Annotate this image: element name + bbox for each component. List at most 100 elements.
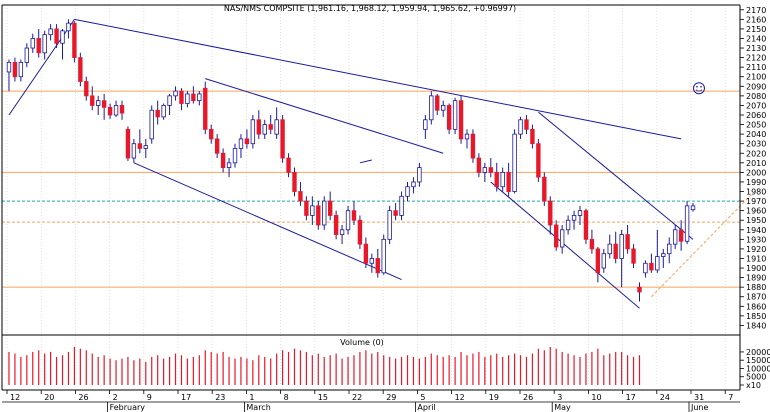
candle-down	[524, 119, 529, 130]
candle-up	[232, 148, 238, 164]
candle-down	[72, 22, 77, 59]
date-axis-ticks: 12 20 26 2 9 17 23 1 8 15 22 29 5 12 19 26 3 10 17 24 31 7Feb…	[2, 390, 740, 412]
price-tick-label: 1930	[746, 235, 766, 244]
candle-up	[565, 219, 571, 231]
candle-up	[24, 47, 30, 63]
price-tick-label: 2140	[746, 34, 766, 43]
candle-up	[226, 162, 232, 169]
candle-down	[363, 243, 369, 264]
candles	[6, 19, 696, 302]
volume-tick-label: 5000	[746, 373, 766, 382]
price-tick-label: 1950	[746, 216, 766, 225]
candle-down	[351, 210, 357, 221]
candle-down	[506, 171, 511, 192]
trend-line	[133, 162, 402, 280]
candle-down	[446, 105, 452, 130]
price-tick-label: 2060	[746, 111, 766, 120]
candle-down	[476, 157, 482, 173]
candle-up	[399, 195, 404, 216]
candle-down	[393, 210, 398, 216]
candle-up	[482, 167, 488, 173]
price-tick-label: 1900	[746, 264, 766, 273]
candle-up	[667, 243, 672, 255]
candle-down	[90, 95, 95, 106]
price-tick-label: 1920	[746, 245, 766, 254]
candle-down	[280, 119, 285, 159]
candle-up	[684, 205, 690, 242]
candle-up	[96, 100, 101, 106]
date-tick-label: 1	[249, 393, 254, 402]
price-tick-label: 1910	[746, 254, 766, 263]
candle-down	[12, 61, 18, 78]
candle-up	[464, 133, 470, 140]
candle-up	[672, 229, 678, 245]
candle-down	[583, 210, 589, 240]
candle-up	[167, 95, 172, 106]
date-tick-label: 10	[591, 393, 601, 402]
price-tick-label: 2100	[746, 73, 766, 82]
price-tick-label: 2160	[746, 15, 766, 24]
price-tick-label: 1980	[746, 188, 766, 197]
candle-down	[316, 205, 321, 226]
candle-up	[518, 119, 523, 135]
price-tick-label: 1850	[746, 312, 766, 321]
candle-up	[143, 145, 148, 149]
candle-down	[333, 215, 339, 235]
smiley-mouth	[695, 89, 703, 92]
candle-up	[369, 258, 375, 264]
candle-up	[250, 119, 256, 145]
candle-down	[357, 219, 363, 245]
candle-down	[327, 200, 333, 216]
horizontal-levels	[2, 90, 740, 288]
date-tick-label: 17	[626, 393, 636, 402]
date-tick-label: 26	[78, 393, 88, 402]
candle-up	[661, 253, 666, 257]
candle-up	[262, 124, 267, 135]
date-tick-label: 22	[352, 393, 362, 402]
candle-down	[613, 243, 618, 259]
candle-up	[387, 210, 392, 240]
date-tick-label: 17	[181, 393, 191, 402]
candle-up	[417, 167, 422, 183]
candle-up	[185, 93, 190, 104]
candle-up	[452, 100, 458, 130]
candle-down	[649, 262, 654, 271]
candle-up	[619, 234, 624, 259]
candle-down	[84, 81, 89, 97]
price-tick-label: 2020	[746, 149, 766, 158]
candle-up	[571, 215, 577, 221]
price-tick-label: 1860	[746, 302, 766, 311]
volume-tick-label: 15000	[746, 356, 770, 365]
trend-line	[538, 111, 694, 240]
price-tick-label: 2030	[746, 140, 766, 149]
candle-up	[500, 171, 505, 188]
candle-down	[268, 124, 273, 130]
trend-line	[74, 18, 682, 140]
price-tick-label: 2080	[746, 92, 766, 101]
price-tick-label: 2130	[746, 44, 766, 53]
candle-down	[536, 143, 541, 178]
date-tick-label: 29	[386, 393, 396, 402]
date-tick-label: 2	[113, 393, 118, 402]
candle-down	[488, 167, 493, 173]
price-tick-label: 1870	[746, 293, 766, 302]
candle-up	[131, 143, 137, 159]
candle-up	[48, 28, 53, 36]
date-tick-label: 7	[728, 393, 733, 402]
candle-down	[589, 238, 595, 250]
candle-down	[435, 95, 440, 111]
date-tick-label: 9	[147, 393, 152, 402]
candle-up	[60, 30, 65, 44]
candle-up	[238, 138, 244, 149]
candle-up	[113, 105, 119, 116]
candle-down	[214, 138, 220, 154]
price-tick-label: 1940	[746, 226, 766, 235]
candle-up	[643, 262, 648, 274]
trend-line	[490, 181, 640, 309]
month-label: May	[554, 403, 571, 412]
candle-up	[66, 22, 71, 32]
price-tick-label: 2070	[746, 101, 766, 110]
candle-up	[42, 34, 47, 54]
